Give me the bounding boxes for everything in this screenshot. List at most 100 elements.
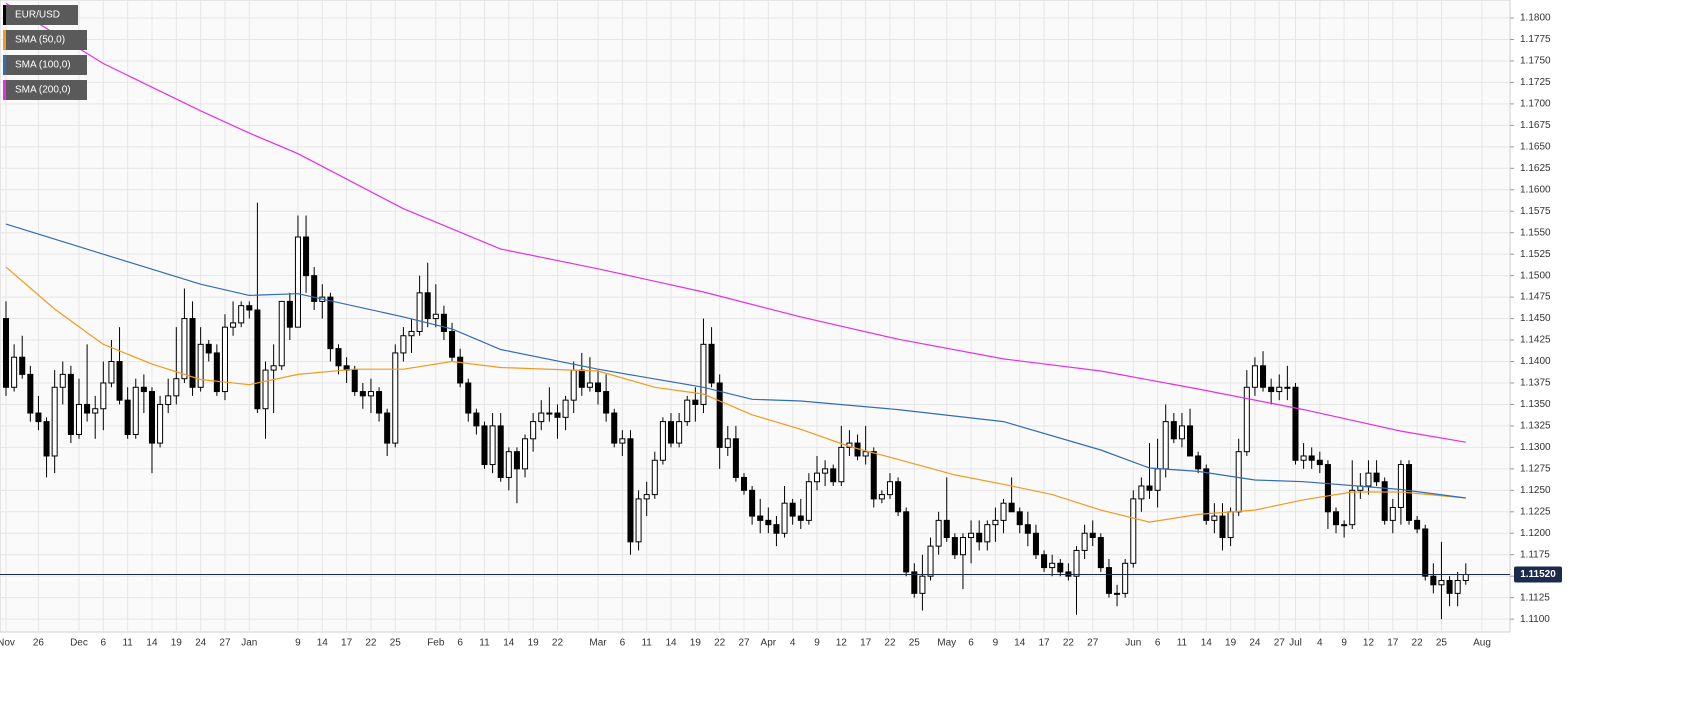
candle-body [1130, 498, 1137, 564]
candle-body [886, 481, 893, 496]
candle-body [108, 361, 115, 384]
candle-body [943, 519, 950, 539]
candle-body [1251, 365, 1258, 388]
candle-body [238, 305, 245, 324]
candle-body [1081, 532, 1088, 551]
candle-body [1105, 567, 1112, 594]
x-tick-label: Jul [1289, 638, 1302, 649]
x-tick-label: 19 [171, 638, 183, 649]
y-tick-label: 1.1375 [1520, 378, 1551, 389]
plot-area [0, 0, 1511, 633]
candle-body [659, 421, 666, 461]
candle-body [11, 356, 18, 388]
candle-body [148, 391, 155, 444]
legend-label: SMA (50,0) [15, 35, 65, 46]
sma-line [5, 266, 1466, 523]
candle-body [67, 373, 74, 435]
candle-body [586, 382, 593, 388]
candle-body [708, 343, 715, 384]
candle-body [757, 515, 764, 521]
candle-body [294, 236, 301, 328]
sma-line [5, 2, 1466, 443]
candle-body [457, 356, 464, 384]
last-price-box [1514, 566, 1562, 583]
candle-body [140, 386, 147, 393]
legend-swatch [3, 55, 6, 75]
candle-body [700, 343, 707, 405]
candle-body [205, 343, 212, 354]
candle-body [1049, 562, 1056, 569]
y-tick-label: 1.1500 [1520, 270, 1551, 281]
candle-body [968, 532, 975, 539]
y-tick-label: 1.1175 [1520, 549, 1550, 560]
candle-body [1454, 579, 1461, 594]
y-tick-label: 1.1675 [1520, 120, 1551, 131]
x-tick-label: 14 [1201, 638, 1213, 649]
grid [0, 0, 1510, 632]
candle-body [1365, 472, 1372, 487]
x-tick-label: 9 [1341, 638, 1347, 649]
candle-body [724, 438, 731, 448]
x-tick-label: 24 [1249, 638, 1261, 649]
legend-box [3, 55, 87, 75]
candle-body [692, 399, 699, 405]
x-tick-label: 25 [1436, 638, 1448, 649]
candle-body [440, 313, 447, 332]
y-tick-label: 1.1450 [1520, 313, 1551, 324]
y-tick-label: 1.1700 [1520, 99, 1551, 110]
candle-body [246, 305, 253, 311]
x-tick-label: 25 [390, 638, 402, 649]
candle-body [1008, 502, 1015, 513]
candle-body [327, 296, 334, 350]
candle-body [424, 292, 431, 320]
y-tick-label: 1.1650 [1520, 141, 1551, 152]
y-tick-label: 1.1325 [1520, 421, 1551, 432]
candle-body [359, 391, 366, 397]
candle-body [1333, 511, 1340, 526]
x-tick-label: 27 [738, 638, 750, 649]
candle-body [1227, 511, 1234, 539]
candle-body [1389, 506, 1396, 521]
candle-body [838, 446, 845, 483]
candle-body [976, 532, 983, 543]
candle-body [1041, 554, 1048, 569]
candle-body [805, 481, 812, 521]
y-tick-label: 1.1525 [1520, 249, 1551, 260]
candle-body [1414, 519, 1421, 530]
candle-body [651, 459, 658, 496]
x-tick-label: 4 [1317, 638, 1323, 649]
candle-body [781, 502, 788, 534]
candle-body [927, 545, 934, 577]
candle-body [335, 348, 342, 367]
candle-body [473, 412, 480, 427]
candle-body [367, 391, 374, 397]
candle-body [465, 382, 472, 414]
candle-body [1073, 549, 1080, 577]
legend-swatch [3, 30, 6, 50]
candle-body [749, 489, 756, 517]
candle-body [522, 438, 529, 470]
candle-body [59, 373, 66, 388]
candle-body [732, 438, 739, 478]
x-tick-label: 22 [1063, 638, 1075, 649]
candle-body [432, 313, 439, 320]
candle-body [197, 343, 204, 388]
candle-body [1114, 592, 1121, 595]
candle-body [546, 412, 553, 415]
legend-box [3, 80, 87, 100]
x-tick-label: Apr [761, 638, 777, 649]
candle-body [497, 425, 504, 478]
x-tick-label: 17 [860, 638, 872, 649]
candle-body [35, 412, 42, 423]
candle-body [570, 369, 577, 401]
candle-body [1235, 451, 1242, 513]
candle-body [684, 399, 691, 423]
candle-body [1146, 485, 1153, 491]
x-tick-label: 19 [528, 638, 540, 649]
candle-body [1446, 579, 1453, 594]
y-tick-label: 1.1200 [1520, 528, 1551, 539]
candle-body [1268, 386, 1275, 393]
candle-body [1138, 485, 1145, 500]
x-tick-label: Nov [0, 638, 15, 649]
candle-body [822, 468, 829, 474]
